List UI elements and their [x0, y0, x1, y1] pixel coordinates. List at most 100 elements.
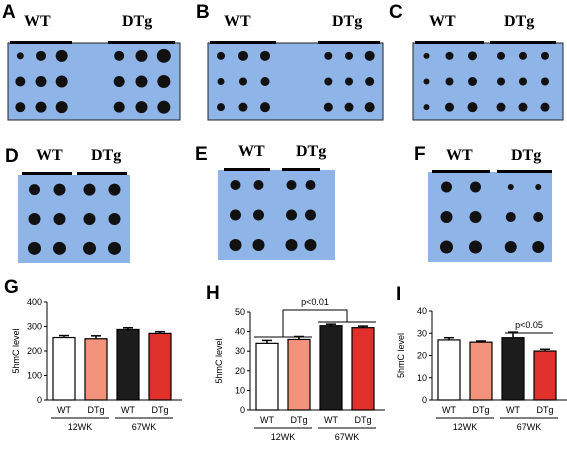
blot-dot: [423, 104, 430, 111]
group-bar: [108, 41, 175, 44]
blot-dot: [504, 241, 517, 253]
group-bar: [497, 170, 552, 173]
group-label: WT: [224, 13, 251, 30]
y-tick-label: 10: [417, 373, 427, 383]
blot-dot: [16, 52, 24, 60]
group-bar: [10, 41, 72, 44]
group-label: 12WK: [453, 422, 478, 432]
group-label: DTg: [332, 13, 362, 30]
bar: [116, 328, 140, 401]
blot-dot: [252, 239, 265, 251]
panel-label: C: [389, 2, 403, 23]
annotation: p<0.05: [515, 320, 543, 330]
blot-dot: [541, 51, 549, 60]
blot-dot: [15, 102, 26, 113]
blot-dot: [108, 241, 121, 255]
group-bar: [77, 172, 127, 175]
y-tick-label: 40: [235, 327, 245, 337]
bar: [319, 325, 343, 411]
panel-label: B: [196, 2, 210, 23]
blot-dot: [497, 77, 505, 86]
x-tick-label: WT: [260, 415, 274, 425]
blot-dot: [55, 75, 68, 88]
y-tick-label: 300: [27, 322, 42, 332]
blot-dot: [253, 209, 264, 221]
x-tick-label: WT: [121, 405, 135, 415]
blot-dot: [135, 75, 148, 88]
blot-dot: [83, 241, 96, 255]
blot-dot: [507, 184, 514, 190]
blot-dot: [55, 101, 68, 114]
x-tick-label: DTg: [536, 405, 553, 415]
blot-dot: [468, 77, 477, 86]
panel-label: H: [206, 283, 220, 304]
blot-dot: [468, 51, 477, 61]
blot-membrane: [207, 42, 384, 121]
blot-dot: [260, 50, 270, 61]
blot-dot: [470, 181, 481, 193]
bar: [469, 341, 493, 401]
blot-dot: [113, 101, 125, 113]
blot-dot: [53, 183, 66, 196]
y-axis-label: 5hmC level: [214, 338, 224, 383]
panel-label: I: [396, 284, 401, 305]
blot-dot: [286, 180, 297, 190]
blot-dot: [285, 239, 298, 251]
blot-dot: [324, 77, 333, 86]
blot-dot: [35, 76, 47, 87]
blot-dot: [505, 212, 516, 222]
blot-membrane: [7, 42, 181, 121]
group-label: 67WK: [132, 422, 157, 432]
bar: [255, 342, 279, 411]
blot-dot: [364, 50, 375, 61]
group-label: WT: [24, 13, 51, 30]
blot-dot: [304, 239, 317, 251]
y-tick-label: 50: [235, 307, 245, 317]
blot-dot: [238, 102, 248, 112]
bar: [437, 339, 461, 401]
group-bar: [432, 170, 490, 173]
y-tick-label: 20: [235, 366, 245, 376]
blot-dot: [35, 101, 47, 113]
y-tick-label: 200: [27, 346, 42, 356]
group-bar: [22, 172, 72, 175]
panel-label: G: [4, 277, 19, 298]
group-bar: [490, 41, 556, 44]
blot-dot: [467, 102, 478, 113]
group-label: 67WK: [335, 432, 360, 442]
blot-dot: [157, 100, 171, 114]
group-label: DTg: [122, 13, 152, 30]
y-tick-label: 20: [417, 351, 427, 361]
blot-dot: [253, 180, 264, 190]
x-tick-label: DTg: [290, 415, 307, 425]
blot-dot: [469, 240, 482, 254]
bar: [52, 336, 76, 401]
group-label: 67WK: [517, 422, 542, 432]
blot-dot: [108, 213, 121, 225]
blot-dot: [324, 51, 333, 60]
blot-dot: [345, 51, 353, 60]
blot-dot: [260, 102, 270, 113]
blot-dot: [445, 102, 454, 112]
blot-dot: [29, 184, 40, 196]
y-tick-label: 0: [422, 395, 427, 405]
blot-dot: [441, 181, 452, 193]
panel-label: F: [414, 144, 426, 165]
blot-dot: [230, 180, 241, 190]
blot-dot: [364, 102, 375, 113]
group-label: 12WK: [68, 422, 93, 432]
y-tick-label: 40: [417, 306, 427, 316]
blot-dot: [156, 48, 171, 63]
blot-dot: [36, 50, 46, 61]
blot-dot: [217, 78, 225, 85]
group-bar: [210, 41, 276, 44]
blot-dot: [540, 102, 550, 112]
group-bar: [415, 41, 484, 44]
blot-dot: [518, 102, 528, 112]
blot-dot: [83, 213, 96, 225]
y-tick-label: 0: [37, 395, 42, 405]
blot-dot: [83, 183, 96, 196]
group-bar: [282, 168, 320, 171]
blot-dot: [113, 76, 125, 87]
